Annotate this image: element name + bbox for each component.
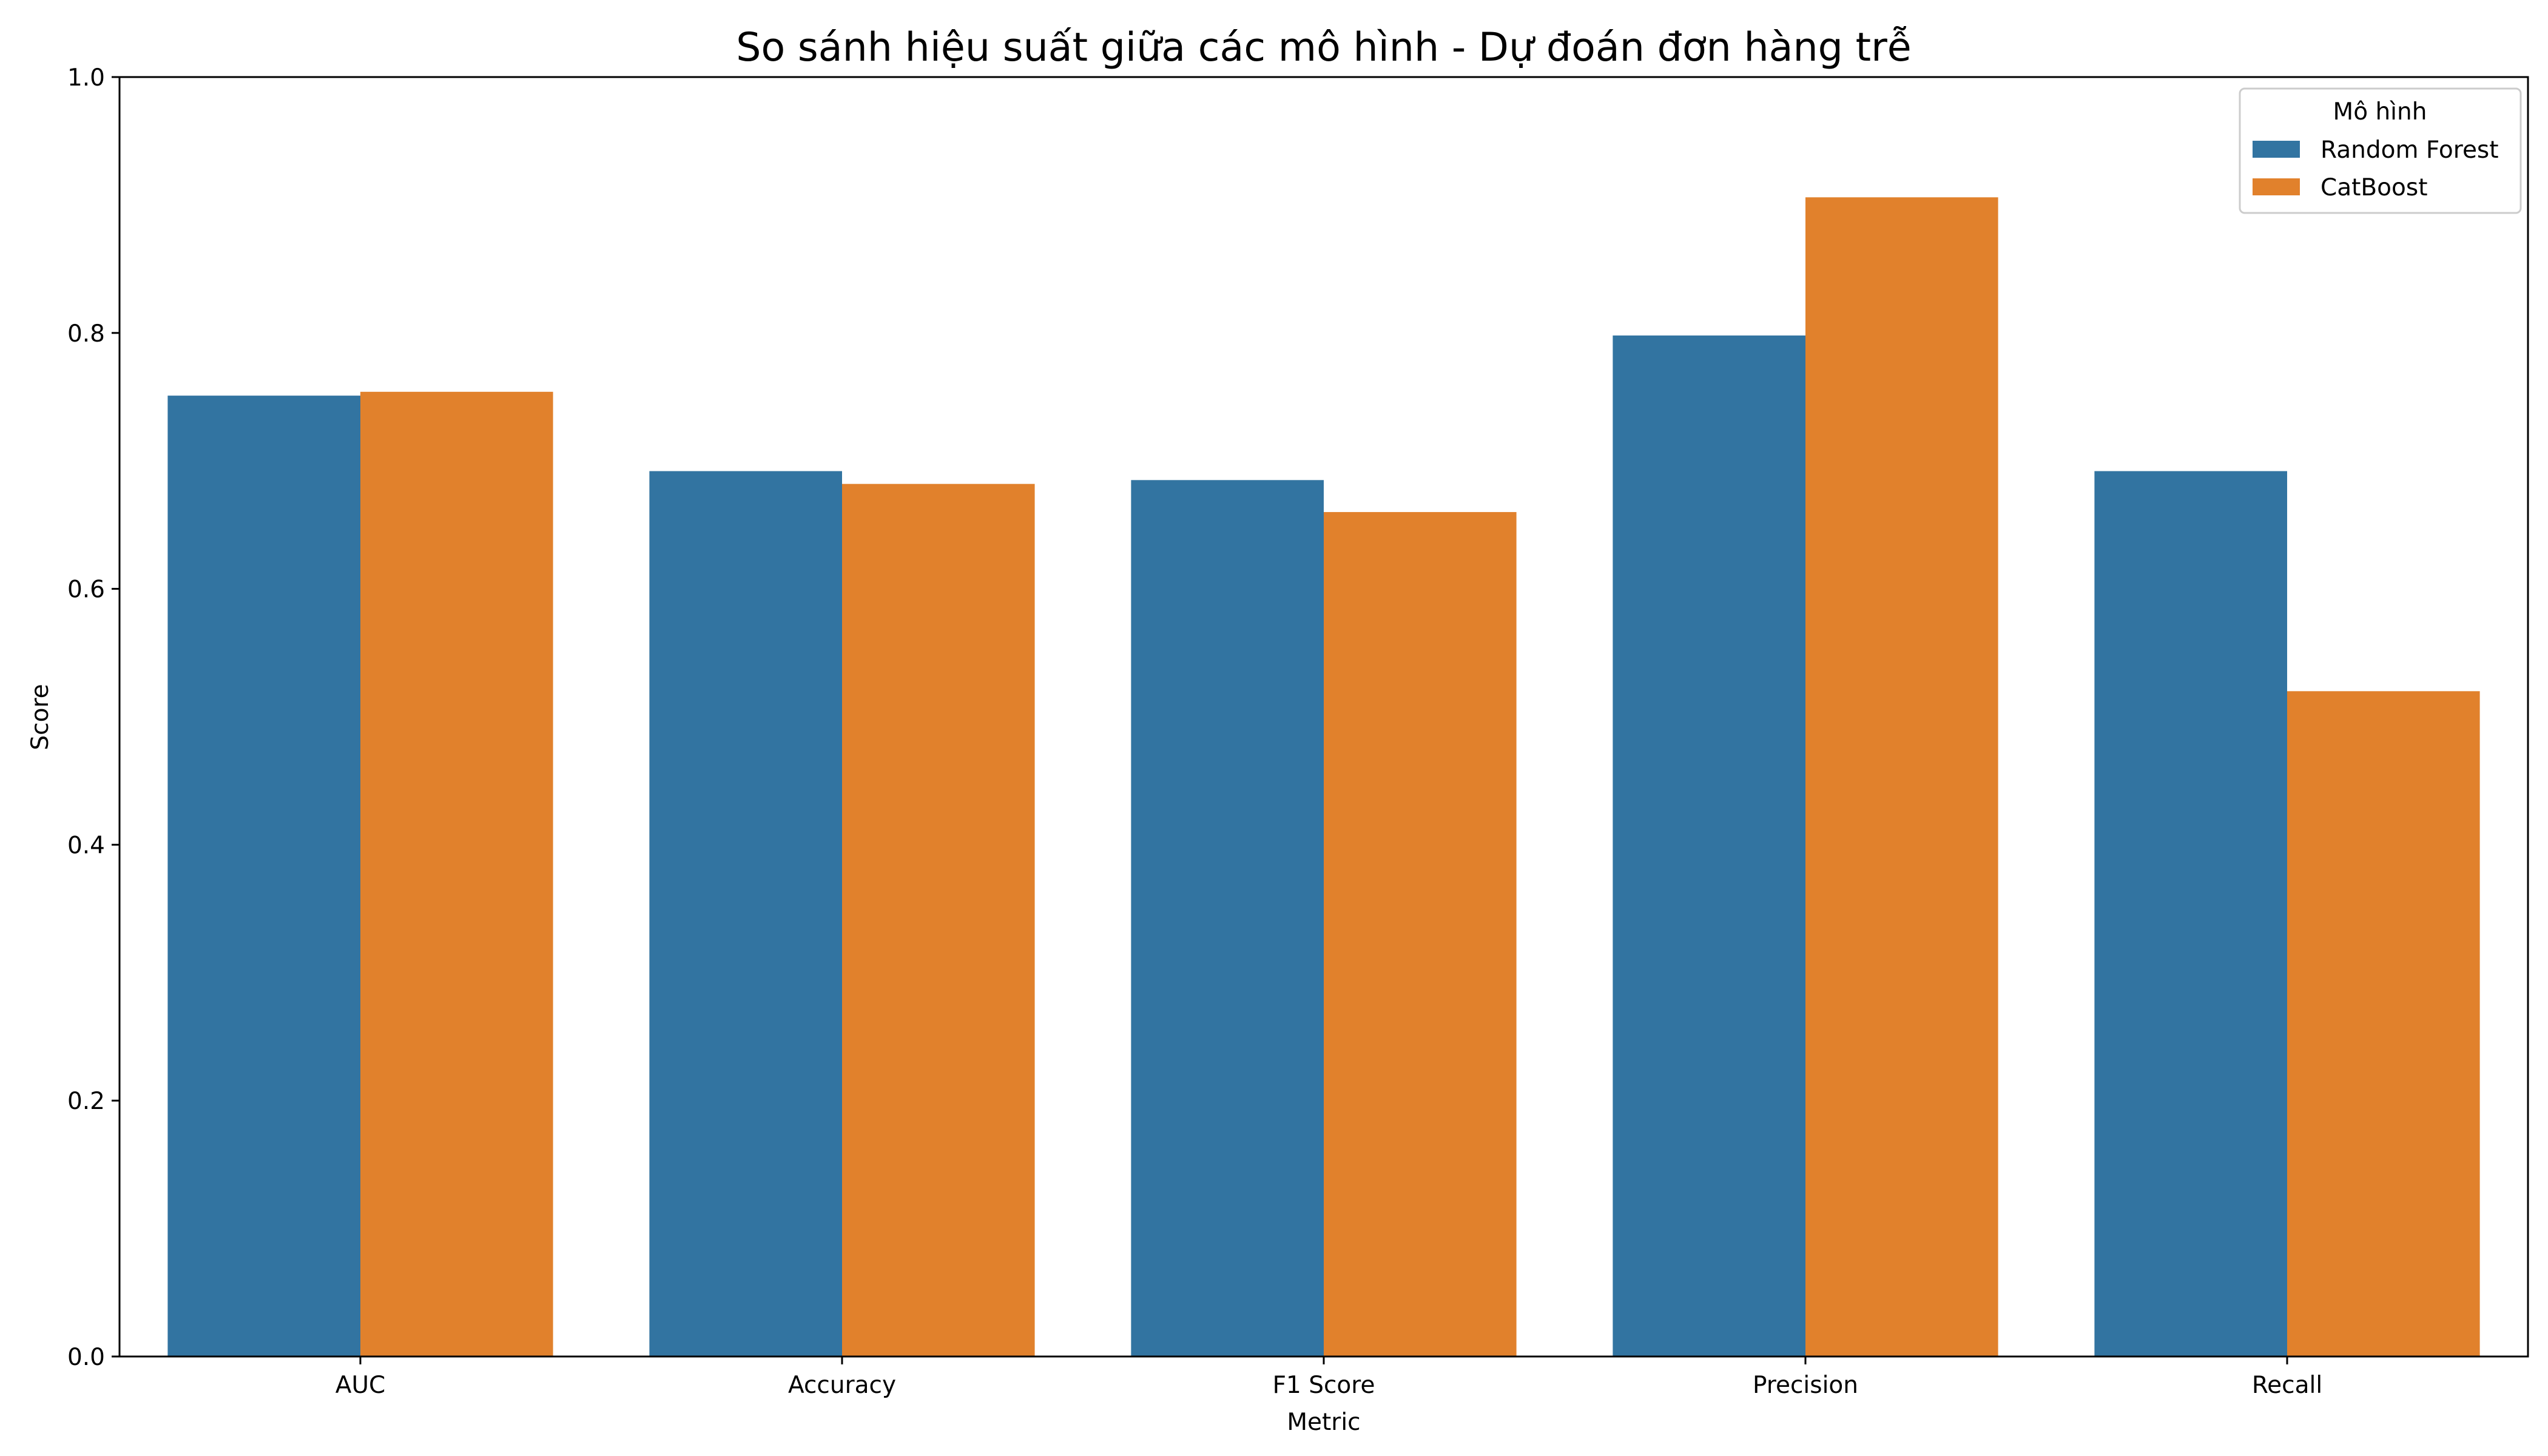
legend-label-random-forest: Random Forest (2320, 136, 2499, 164)
y-tick-label: 0.6 (67, 576, 105, 604)
y-tick-label: 1.0 (67, 64, 105, 92)
bar-recall-catboost (2287, 691, 2480, 1357)
bar-accuracy-random-forest (649, 471, 842, 1357)
bar-precision-catboost (1805, 197, 1998, 1357)
bars-group (167, 197, 2480, 1357)
y-tick-label: 0.4 (67, 832, 105, 859)
x-tick-label: Recall (2252, 1372, 2322, 1399)
bar-recall-random-forest (2094, 471, 2287, 1357)
chart-title: So sánh hiệu suất giữa các mô hình - Dự … (736, 25, 1912, 70)
bar-accuracy-catboost (842, 484, 1035, 1357)
legend-swatch-catboost (2253, 178, 2300, 195)
bar-precision-random-forest (1613, 335, 1805, 1357)
y-tick-label: 0.8 (67, 320, 105, 348)
legend-label-catboost: CatBoost (2320, 174, 2428, 201)
legend-swatch-random-forest (2253, 141, 2300, 158)
legend-title: Mô hình (2333, 98, 2427, 126)
bar-auc-random-forest (167, 396, 360, 1357)
plot-frame (118, 76, 2529, 1358)
y-axis-label: Score (27, 684, 54, 750)
legend-box (2239, 87, 2522, 214)
y-tick-label: 0.0 (67, 1344, 105, 1371)
bar-auc-catboost (360, 391, 553, 1357)
y-axis-ticks: 0.0 0.2 0.4 0.6 0.8 1.0 (67, 64, 120, 1371)
y-tick-label: 0.2 (67, 1088, 105, 1115)
x-tick-label: AUC (335, 1372, 385, 1399)
legend: Mô hình Random Forest CatBoost (2239, 87, 2522, 214)
bar-f1-score-catboost (1324, 512, 1517, 1357)
x-tick-label: Precision (1753, 1372, 1858, 1399)
x-tick-label: F1 Score (1273, 1372, 1375, 1399)
bar-f1-score-random-forest (1131, 480, 1324, 1357)
x-axis-label: Metric (1287, 1409, 1360, 1436)
x-tick-label: Accuracy (788, 1372, 896, 1399)
x-axis-ticks: AUC Accuracy F1 Score Precision Recall (335, 1357, 2322, 1399)
